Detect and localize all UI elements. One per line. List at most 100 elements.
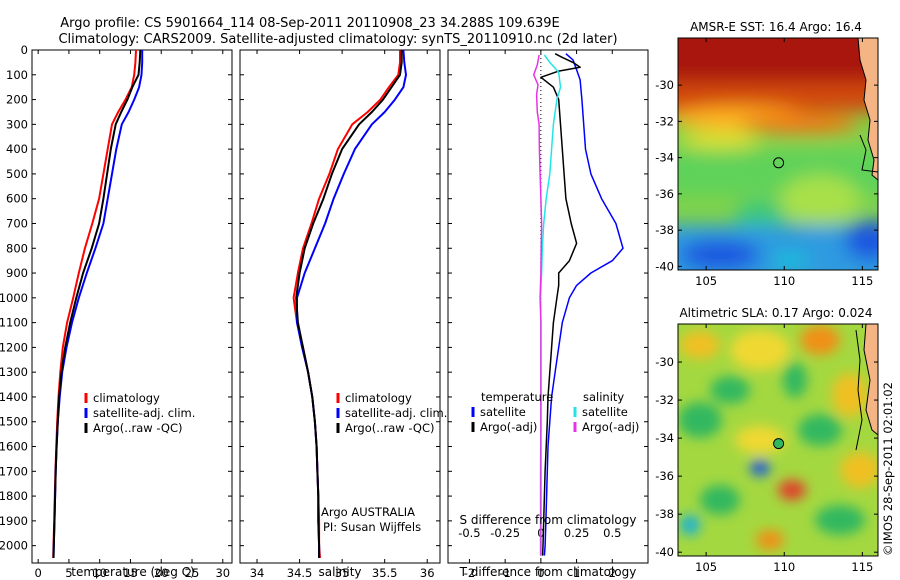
lon-tick-label: 115	[851, 560, 873, 574]
sla-map-frame	[677, 323, 879, 557]
s-difference-xlabel: S difference from climatology	[460, 513, 637, 527]
depth-tick-label: 1300	[0, 365, 28, 379]
lat-tick-label: -34	[655, 151, 674, 165]
sla-argo-marker	[773, 438, 785, 450]
x-tick-label: 20	[154, 566, 169, 580]
legend-heading-salinity: salinity	[583, 390, 624, 404]
sst-argo-marker	[773, 157, 785, 169]
difference-depth-ticks	[448, 49, 648, 547]
salinity-panel: 34 34.5 35 35.5 36 salinity climatologysatel…	[239, 49, 447, 580]
difference-axes-frame	[447, 49, 649, 564]
s-tick-label: -0.25	[490, 526, 520, 540]
x-tick-label: 5	[65, 566, 72, 580]
depth-tick-label: 100	[6, 68, 28, 82]
lon-tick-label: 110	[773, 560, 795, 574]
x-tick-label: 2	[609, 566, 616, 580]
lat-tick-label: -40	[655, 545, 674, 559]
depth-tick-label: 1500	[0, 415, 28, 429]
lat-tick-label: -40	[655, 259, 674, 273]
sla-lon-ticks: 105 110 115	[695, 324, 873, 574]
sst-map-panel: AMSR-E SST: 16.4 Argo: 16.4 -3	[655, 20, 879, 288]
difference-series	[532, 53, 624, 556]
depth-ticks: 0 100 200 300 400 500 600 700 800 900 1000 1100 1200…	[0, 43, 232, 553]
lon-tick-label: 110	[773, 274, 795, 288]
temperature-axes-frame	[31, 49, 233, 564]
depth-tick-label: 1700	[0, 464, 28, 478]
legend-label: Argo(-adj)	[480, 420, 537, 434]
x-tick-label: 0	[34, 566, 41, 580]
series-line-t_satellite	[543, 53, 624, 556]
series-line-argo	[52, 50, 142, 559]
lon-tick-label: 105	[695, 274, 717, 288]
series-line-argo	[295, 50, 403, 558]
argo-pi-label: PI: Susan Wijffels	[323, 520, 421, 534]
legend-label: Argo(-adj)	[582, 420, 639, 434]
sla-map-title: Altimetric SLA: 0.17 Argo: 0.024	[679, 306, 872, 320]
x-tick-label: 10	[92, 566, 107, 580]
lat-tick-label: -30	[655, 78, 674, 92]
depth-tick-label: 1100	[0, 316, 28, 330]
salinity-series	[292, 50, 407, 559]
s-tick-label: -0.5	[458, 526, 480, 540]
legend-label: Argo(..raw -QC)	[93, 421, 183, 435]
temperature-series	[52, 50, 144, 559]
salinity-axes-frame	[239, 49, 441, 564]
lat-tick-label: -36	[655, 469, 674, 483]
depth-tick-label: 300	[6, 117, 28, 131]
temperature-panel: 0100200300400500600700800900100011001200…	[0, 43, 233, 580]
depth-tick-label: 1800	[0, 489, 28, 503]
t-difference-xlabel: T difference from climatology	[459, 565, 637, 579]
x-tick-label: 1	[573, 566, 580, 580]
figure-title-line1: Argo profile: CS 5901664_114 08-Sep-2011…	[60, 16, 560, 31]
x-tick-label: 36	[420, 566, 435, 580]
lat-tick-label: -38	[655, 223, 674, 237]
series-line-s_argo	[532, 54, 543, 556]
legend-label: climatology	[93, 391, 160, 405]
sla-map-panel: Altimetric SLA: 0.17 Argo: 0.024	[655, 306, 879, 574]
depth-tick-label: 1900	[0, 514, 28, 528]
x-tick-label: 15	[123, 566, 138, 580]
depth-tick-label: 1600	[0, 440, 28, 454]
x-tick-label: 25	[185, 566, 200, 580]
legend-label: Argo(..raw -QC)	[345, 421, 435, 435]
salinity-depth-ticks	[240, 49, 440, 547]
x-tick-label: -1	[499, 566, 510, 580]
depth-tick-label: 2000	[0, 539, 28, 553]
sst-map-title: AMSR-E SST: 16.4 Argo: 16.4	[690, 20, 862, 34]
x-tick-label: 35.5	[372, 566, 398, 580]
salinity-xlabel: salinity	[318, 565, 361, 579]
x-tick-label: 34	[250, 566, 265, 580]
t-difference-ticks: -2 -1 0 1 2	[464, 50, 616, 580]
imos-watermark: ©IMOS 28-Sep-2011 02:01:02	[881, 382, 895, 556]
depth-tick-label: 800	[6, 241, 28, 255]
series-line-t_argo	[540, 53, 581, 556]
figure-title-line2: Climatology: CARS2009. Satellite-adjuste…	[58, 32, 617, 47]
lat-tick-label: -30	[655, 355, 674, 369]
lon-tick-label: 115	[851, 274, 873, 288]
x-tick-label: 30	[215, 566, 230, 580]
depth-tick-label: 1200	[0, 340, 28, 354]
temperature-ticks: 0 5 10 15 20 25 30	[34, 50, 230, 580]
depth-tick-label: 500	[6, 167, 28, 181]
x-tick-label: -2	[464, 566, 475, 580]
lat-tick-label: -38	[655, 507, 674, 521]
s-tick-label: 0.5	[603, 526, 621, 540]
sla-lat-ticks: -30 -32 -34 -36 -38 -40	[655, 355, 878, 559]
lon-tick-label: 105	[695, 560, 717, 574]
salinity-ticks: 34 34.5 35 35.5 36	[250, 50, 435, 580]
depth-tick-label: 600	[6, 192, 28, 206]
x-tick-label: 35	[335, 566, 350, 580]
argo-program-label: Argo AUSTRALIA	[321, 505, 415, 519]
depth-tick-label: 700	[6, 216, 28, 230]
legend-label: climatology	[345, 391, 412, 405]
depth-tick-label: 200	[6, 93, 28, 107]
lat-tick-label: -34	[655, 431, 674, 445]
legend-label: satellite	[480, 405, 526, 419]
depth-tick-label: 900	[6, 266, 28, 280]
depth-tick-label: 1400	[0, 390, 28, 404]
depth-tick-label: 1000	[0, 291, 28, 305]
s-difference-ticks: -0.5 -0.25 0 0.25 0.5	[458, 526, 621, 540]
sst-map-frame	[677, 37, 879, 271]
